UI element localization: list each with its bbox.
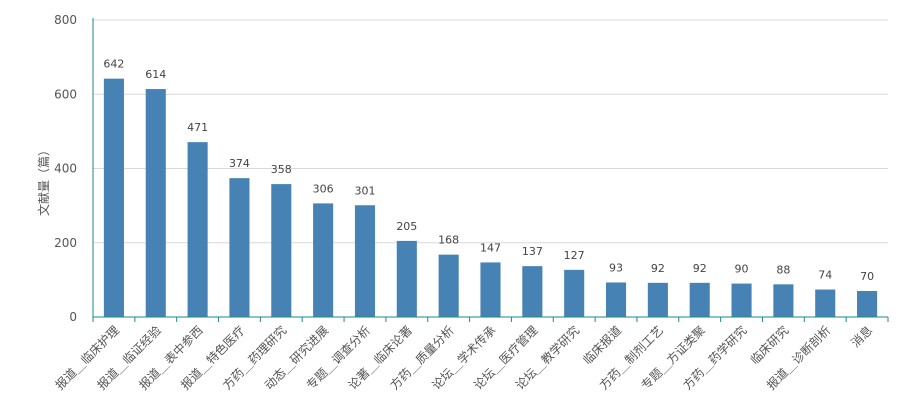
bar	[438, 254, 459, 317]
data-label: 90	[735, 263, 749, 276]
data-label: 92	[693, 262, 707, 275]
x-tick-label: 临床报道	[580, 323, 625, 368]
y-tick-label: 400	[54, 162, 77, 176]
bar	[313, 203, 334, 317]
y-tick-label: 800	[54, 13, 77, 27]
bar	[564, 269, 585, 317]
data-label: 358	[271, 163, 292, 176]
data-label: 147	[480, 241, 501, 254]
bar	[229, 178, 250, 317]
data-label: 70	[860, 270, 874, 283]
x-tick-label: 消息	[848, 323, 876, 351]
data-label: 92	[651, 262, 665, 275]
y-axis-title: 文献量（篇）	[36, 144, 51, 216]
data-label: 205	[396, 220, 417, 233]
data-label: 374	[229, 157, 250, 170]
bar	[605, 282, 627, 317]
bars: 642 614 471 374 358 306 301 205 168 147 137 127 93 92…	[103, 58, 878, 318]
bar	[187, 142, 208, 317]
bar	[689, 282, 710, 317]
data-label: 137	[522, 245, 543, 258]
x-tick-label: 临床研究	[747, 323, 792, 368]
bar	[145, 89, 166, 318]
bar	[354, 205, 376, 317]
y-tick-label: 0	[69, 310, 77, 324]
data-label: 642	[103, 58, 124, 71]
data-label: 301	[354, 184, 375, 197]
axes: 0200400600800报道＿临床护理报道＿临证经验报道＿表中参西报道＿特色医…	[52, 13, 889, 393]
data-label: 168	[438, 234, 459, 247]
bar	[647, 282, 668, 317]
bar	[271, 184, 292, 317]
data-label: 306	[313, 182, 334, 195]
data-label: 88	[776, 263, 790, 276]
y-tick-label: 600	[54, 87, 77, 101]
data-label: 127	[564, 249, 585, 262]
bar	[480, 262, 501, 317]
y-tick-label: 200	[54, 236, 77, 250]
bar	[773, 284, 794, 317]
bar	[815, 289, 836, 317]
bar	[522, 266, 543, 317]
bar	[396, 240, 417, 317]
grid-lines	[93, 19, 888, 244]
bar	[731, 283, 752, 317]
data-label: 614	[145, 68, 166, 81]
bar	[103, 78, 124, 317]
data-label: 74	[818, 269, 832, 282]
bar	[857, 291, 878, 317]
data-label: 471	[187, 121, 208, 134]
data-label: 93	[609, 261, 623, 274]
